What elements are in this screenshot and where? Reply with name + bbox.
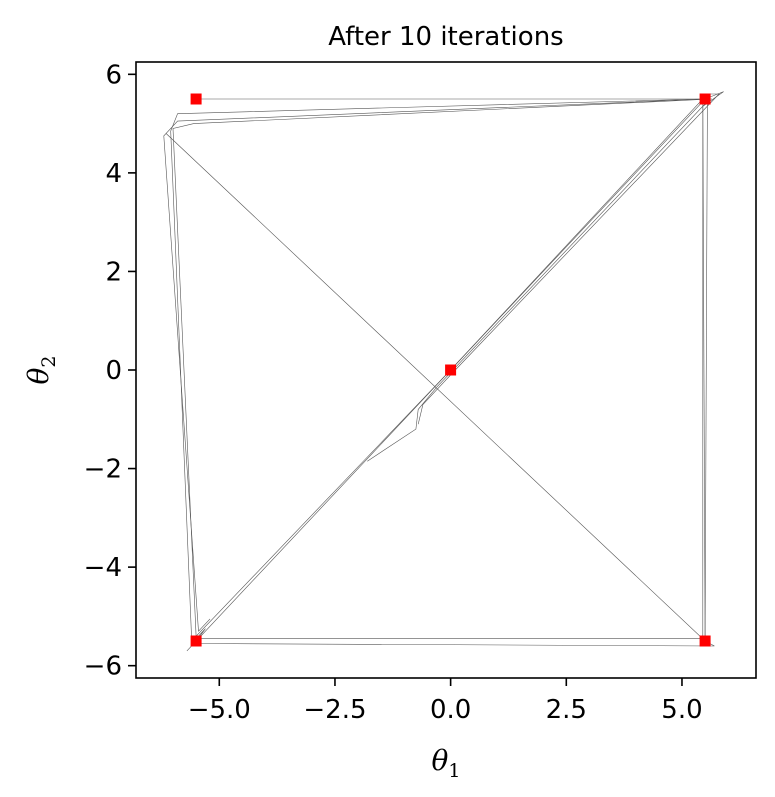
y-axis-label-subscript: 2: [38, 356, 60, 368]
x-axis-label-symbol: θ: [432, 744, 449, 777]
x-tick-label: 0.0: [430, 695, 471, 725]
data-point-5: [699, 635, 711, 647]
y-tick-label: 2: [105, 257, 122, 287]
y-axis-label-symbol: θ: [22, 367, 55, 384]
y-tick-label: 0: [105, 356, 122, 386]
y-axis-label: θ2: [22, 356, 60, 385]
x-tick-label: −2.5: [303, 695, 366, 725]
x-tick-label: 2.5: [546, 695, 587, 725]
x-tick-label: −5.0: [188, 695, 251, 725]
x-axis-label: θ1: [432, 744, 461, 782]
data-points: [190, 93, 711, 647]
data-point-2: [699, 93, 711, 105]
x-axis-label-subscript: 1: [448, 760, 460, 782]
trajectory-line-4: [198, 100, 715, 647]
y-tick-label: −4: [84, 553, 122, 583]
y-tick-label: 4: [105, 159, 122, 189]
data-point-1: [190, 93, 202, 105]
x-tick-label: 5.0: [661, 695, 702, 725]
trajectory-line-2: [163, 98, 706, 632]
data-point-3: [445, 364, 457, 376]
y-tick-label: −2: [84, 455, 122, 485]
y-axis-ticks: −6 −4 −2 0 2 4 6: [84, 60, 136, 682]
y-tick-label: 6: [105, 60, 122, 90]
data-point-4: [190, 635, 202, 647]
chart-title: After 10 iterations: [328, 22, 563, 52]
y-tick-label: −6: [84, 652, 122, 682]
x-axis-ticks: −5.0 −2.5 0.0 2.5 5.0: [188, 678, 703, 725]
